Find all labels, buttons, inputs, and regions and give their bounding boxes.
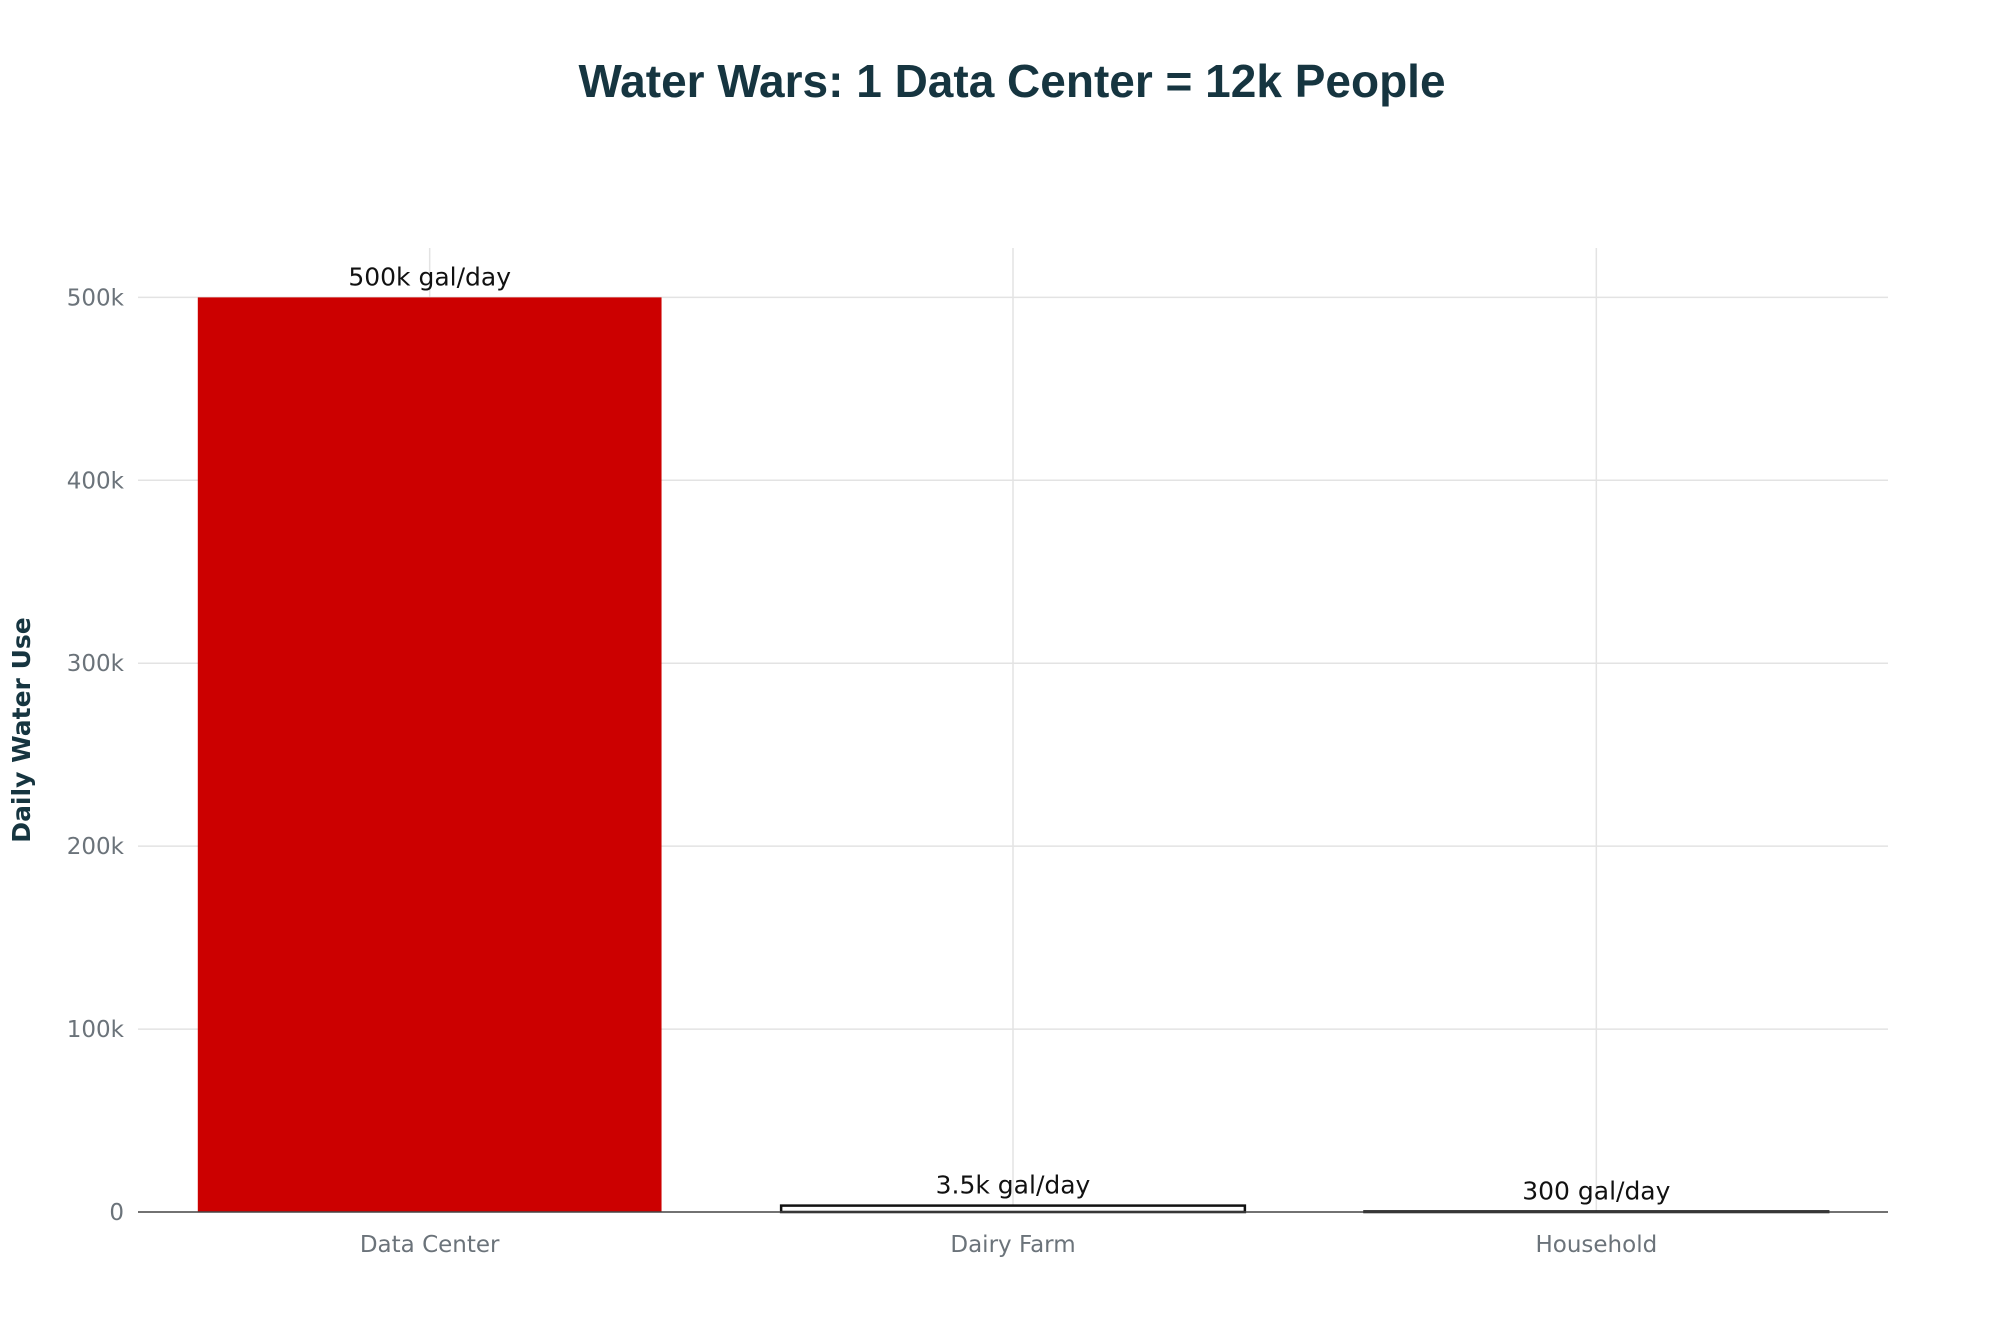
y-tick-label: 100k [67, 1017, 125, 1043]
x-tick-label: Dairy Farm [950, 1232, 1075, 1258]
data-labels: 500k gal/day 3.5k gal/day 300 gal/day [348, 262, 1670, 1205]
y-tick-label: 400k [67, 468, 125, 494]
data-label: 300 gal/day [1522, 1176, 1670, 1205]
x-tick-label: Household [1535, 1232, 1657, 1258]
x-axis-ticks: Data Center Dairy Farm Household [360, 1232, 1657, 1258]
bar [197, 297, 662, 1212]
y-tick-label: 0 [109, 1200, 124, 1226]
data-label: 3.5k gal/day [936, 1171, 1091, 1200]
bar [779, 1204, 1247, 1214]
y-tick-label: 200k [67, 834, 125, 860]
y-axis-title: Daily Water Use [7, 617, 36, 842]
y-tick-label: 300k [67, 651, 125, 677]
chart-title: Water Wars: 1 Data Center = 12k People [578, 55, 1445, 107]
y-tick-label: 500k [67, 285, 125, 311]
y-axis-ticks: 0 100k 200k 300k 400k 500k [67, 285, 125, 1226]
x-tick-label: Data Center [360, 1232, 500, 1258]
data-label: 500k gal/day [348, 262, 511, 291]
